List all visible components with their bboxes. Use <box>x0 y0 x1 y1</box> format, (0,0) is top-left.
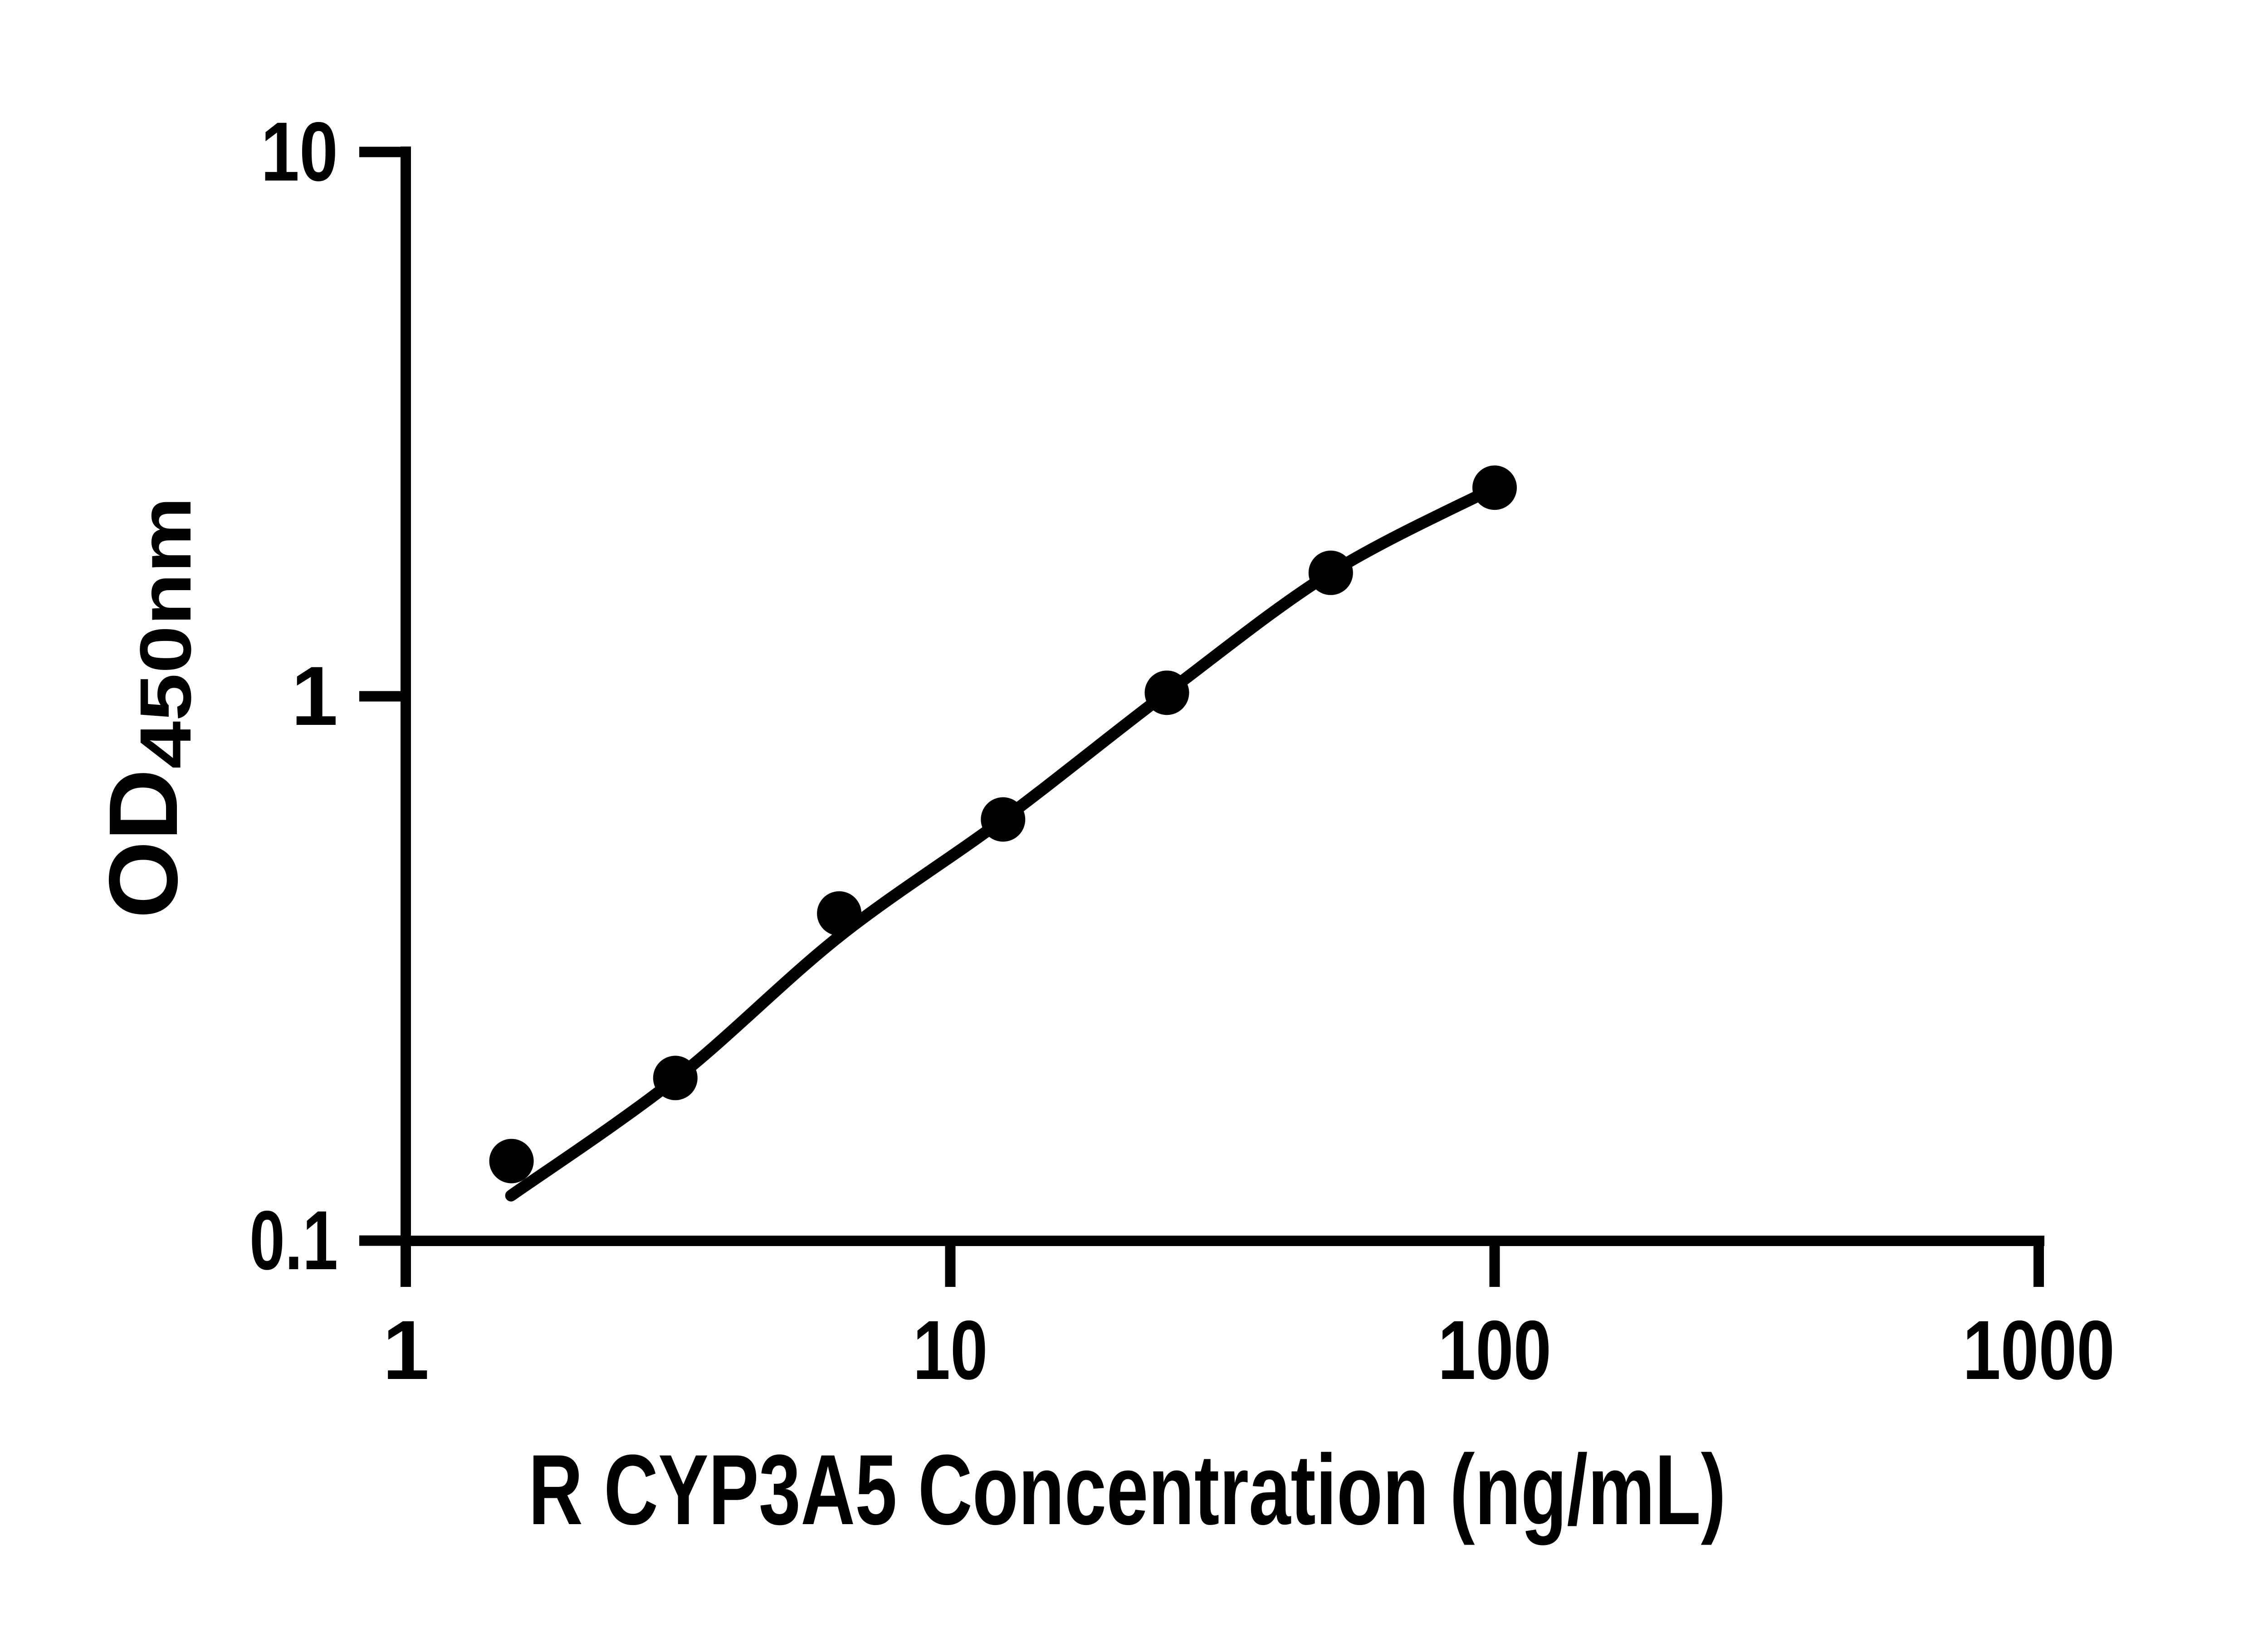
y-axis-title-main: OD <box>88 769 198 919</box>
y-axis-title-subscript: 450nm <box>125 497 206 769</box>
y-axis-title: OD 450nm <box>88 497 206 919</box>
x-tick-labels: 1 10 100 1000 <box>383 1304 2115 1397</box>
data-point <box>1472 465 1517 510</box>
y-tick-label-0.1: 0.1 <box>249 1194 338 1287</box>
data-point <box>1308 550 1353 595</box>
plot-series <box>489 465 1517 1202</box>
x-tick-label-100: 100 <box>1438 1304 1551 1397</box>
y-tick-label-1: 1 <box>291 650 338 743</box>
data-point <box>981 797 1026 842</box>
x-tick-label-1000: 1000 <box>1963 1304 2115 1397</box>
x-tick-label-1: 1 <box>383 1304 430 1397</box>
data-point <box>1144 670 1189 715</box>
data-point <box>817 891 862 936</box>
x-tick-label-10: 10 <box>913 1304 988 1397</box>
x-axis-title: R CYP3A5 Concentration (ng/mL) <box>528 1434 1726 1545</box>
axes <box>359 147 2044 1287</box>
y-tick-labels: 10 1 0.1 <box>249 105 338 1287</box>
y-tick-label-10: 10 <box>261 105 338 199</box>
data-point <box>653 1056 698 1100</box>
data-point <box>489 1139 534 1183</box>
